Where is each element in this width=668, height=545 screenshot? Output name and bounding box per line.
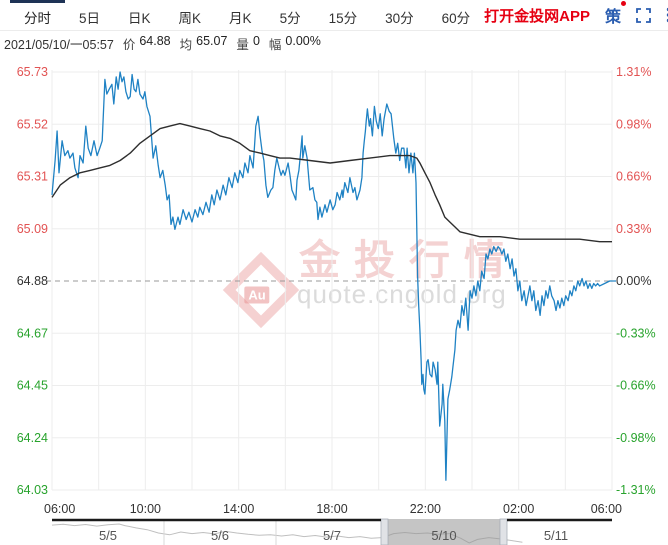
fullscreen-icon[interactable] [636, 7, 651, 23]
left-axis-label: 64.88 [17, 274, 48, 288]
quote-datetime: 2021/05/10/一05:57 [4, 37, 114, 52]
right-axis-label: -0.33% [616, 326, 656, 340]
quote-average: 均 65.07 [179, 33, 228, 52]
tab-5min[interactable]: 5分 [279, 10, 301, 26]
average-line [51, 122, 612, 243]
time-axis-label: 06:00 [44, 502, 75, 516]
quote-price: 价 64.88 [122, 33, 171, 52]
right-axis-label: 1.31% [616, 65, 651, 79]
left-axis-label: 65.73 [17, 65, 48, 79]
time-axis-label: 02:00 [503, 502, 534, 516]
navigator-day-label[interactable]: 5/11 [544, 528, 568, 543]
right-axis-label: -0.66% [616, 379, 656, 393]
tab-5day[interactable]: 5日 [79, 10, 101, 26]
notification-dot [621, 1, 627, 6]
time-axis-label: 14:00 [223, 502, 254, 516]
tab-60min[interactable]: 60分 [441, 10, 471, 26]
tab-monthly-k[interactable]: 月K [229, 10, 252, 26]
chart-type-tabs: 分时 5日 日K 周K 月K 5分 15分 30分 60分 [10, 0, 484, 30]
right-axis-label: 0.98% [616, 117, 651, 131]
right-axis-label: -1.31% [616, 483, 656, 497]
right-axis-label: 0.00% [616, 274, 651, 288]
time-axis-label: 18:00 [316, 502, 347, 516]
time-axis-label: 10:00 [130, 502, 161, 516]
watermark-title: 金投行情 [299, 226, 519, 286]
open-app-link[interactable]: 打开金投网APP [484, 7, 591, 25]
tabbar-right-tools: 打开金投网APP 策 [484, 0, 668, 30]
au-logo-text: Au [244, 286, 270, 304]
left-axis-label: 65.09 [17, 222, 48, 236]
quote-info-bar: 2021/05/10/一05:57 价 64.88 均 65.07 量 0 幅 … [4, 34, 664, 52]
navigator-right-handle[interactable] [499, 518, 508, 545]
tab-15min[interactable]: 15分 [328, 10, 358, 26]
watermark-logo: Au [222, 251, 300, 329]
left-axis-label: 64.03 [17, 483, 48, 497]
chart-type-tabbar: 分时 5日 日K 周K 月K 5分 15分 30分 60分 打开金投网APP 策 [0, 0, 668, 31]
navigator-day-label[interactable]: 5/6 [211, 528, 229, 543]
time-axis-label: 22:00 [410, 502, 441, 516]
tab-weekly-k[interactable]: 周K [178, 10, 202, 26]
left-axis-label: 65.31 [17, 170, 48, 184]
quote-volume: 量 0 [236, 33, 260, 52]
time-axis-label: 06:00 [591, 502, 622, 516]
left-axis-label: 64.24 [17, 431, 48, 445]
navigator-day-label[interactable]: 5/7 [323, 528, 341, 543]
navigator-day-label[interactable]: 5/10 [431, 528, 456, 543]
right-axis-label: -0.98% [616, 431, 656, 445]
left-axis-label: 65.52 [17, 117, 48, 131]
tab-daily-k[interactable]: 日K [128, 10, 151, 26]
left-axis-label: 64.45 [17, 379, 48, 393]
quote-change-percent: 幅 0.00% [268, 33, 321, 52]
price-line [51, 71, 612, 481]
navigator-left-handle[interactable] [380, 518, 389, 545]
chart-plot-area[interactable] [52, 72, 612, 490]
strategy-tool-label: 策 [605, 9, 622, 26]
left-axis-label: 64.67 [17, 326, 48, 340]
tab-30min[interactable]: 30分 [385, 10, 414, 26]
right-axis-label: 0.33% [616, 222, 651, 236]
navigator-day-label[interactable]: 5/5 [99, 528, 117, 543]
tab-fenshi[interactable]: 分时 [10, 0, 65, 30]
strategy-tool-button[interactable]: 策 [605, 1, 627, 27]
right-axis-label: 0.66% [616, 170, 651, 184]
navigator-selected-range[interactable] [388, 519, 500, 545]
